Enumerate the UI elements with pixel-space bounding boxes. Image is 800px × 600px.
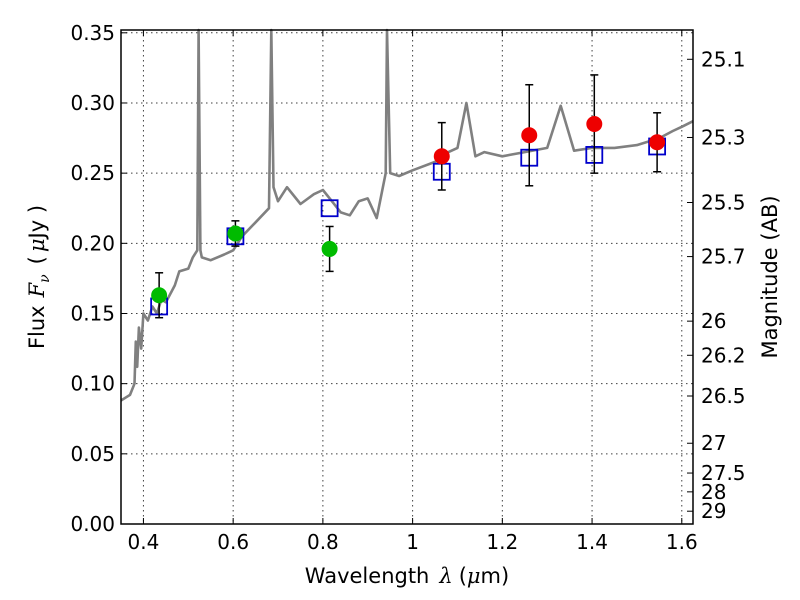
y-tick-label: 0.15 (70, 301, 115, 325)
x-tick-label: 1.6 (666, 530, 698, 554)
spectrum-line (120, 28, 694, 402)
y-axis-label: FluxFν(μJy ) (25, 205, 53, 349)
x-tick-label: 1.4 (576, 530, 608, 554)
ticks-layer: 0.4 0.6 0.8 1 1.2 1.4 1.6 0.00 0.05 0.10 0.15 0.20 0… (70, 21, 745, 554)
spectrum-layer (120, 28, 694, 402)
y-tick-label: 0.05 (70, 442, 115, 466)
y2-tick-label: 25.3 (701, 125, 746, 149)
y2-tick-label: 25.7 (701, 245, 746, 269)
y-tick-label: 0.35 (70, 21, 115, 45)
grid-lines (121, 30, 693, 525)
x-axis-label: Wavelength λ (μm) (305, 564, 509, 588)
observed-flux-point (521, 127, 538, 144)
y-tick-label: 0.30 (70, 91, 115, 115)
y2-tick-label: 28 (701, 480, 726, 504)
plot-frame (120, 29, 694, 525)
y2-tick-label: 25.5 (701, 190, 746, 214)
x-tick-label: 0.6 (217, 530, 249, 554)
y2-tick-label: 29 (701, 499, 726, 523)
y-tick-label: 0.20 (70, 231, 115, 255)
observed-flux-point (321, 240, 338, 257)
y2-tick-label: 26.5 (701, 384, 746, 408)
x-tick-label: 0.8 (307, 530, 339, 554)
observed-flux-point (433, 148, 450, 165)
y-tick-label: 0.25 (70, 161, 115, 185)
observed-flux-point (227, 225, 244, 242)
observed-flux-point (151, 287, 168, 304)
points-layer (150, 74, 667, 319)
y2-tick-label: 26.2 (701, 343, 746, 367)
y2-tick-label: 27.5 (701, 461, 746, 485)
observed-flux-point (649, 134, 666, 151)
x-tick-label: 1 (406, 530, 419, 554)
observed-flux-point (586, 116, 603, 133)
y2-tick-label: 25.1 (701, 47, 746, 71)
y2-tick-label: 26 (701, 309, 726, 333)
x-tick-label: 1.2 (486, 530, 518, 554)
model-photometry-square (320, 199, 339, 218)
y-tick-label: 0.10 (70, 372, 115, 396)
y-tick-label: 0.00 (70, 512, 115, 536)
x-tick-label: 0.4 (128, 530, 160, 554)
y2-axis-label: Magnitude (AB) (758, 195, 782, 358)
y2-tick-label: 27 (701, 431, 726, 455)
